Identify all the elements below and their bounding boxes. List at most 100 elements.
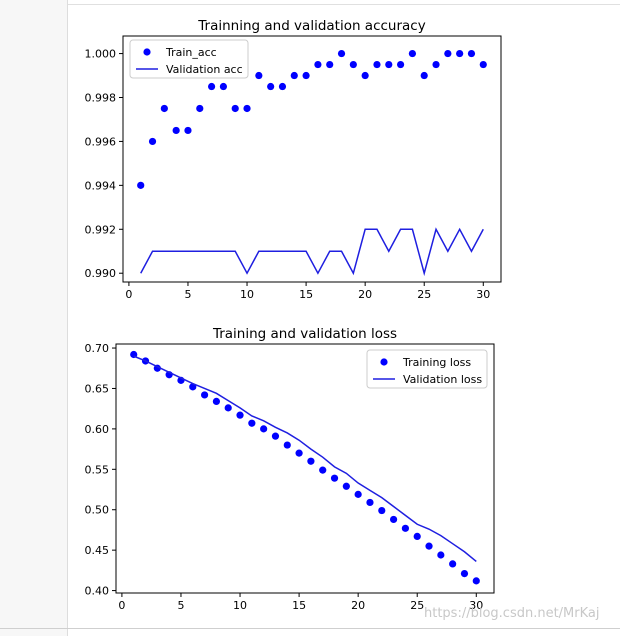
data-point-training-loss xyxy=(260,425,268,433)
data-point-train-acc xyxy=(184,126,192,135)
x-tick-label: 30 xyxy=(476,288,490,301)
data-point-train-acc xyxy=(290,71,298,80)
plot-frame xyxy=(122,35,502,283)
legend-label: Train_acc xyxy=(165,46,217,59)
data-point-training-loss xyxy=(472,577,480,585)
series-line-validation-acc xyxy=(140,227,484,277)
legend-label: Validation loss xyxy=(403,373,482,386)
notebook-top-border xyxy=(0,0,620,5)
data-point-train-acc xyxy=(479,60,487,69)
legend-marker-swatch xyxy=(380,358,388,366)
y-tick-label: 0.45 xyxy=(85,544,110,557)
y-tick-label: 0.40 xyxy=(85,585,110,598)
legend-box xyxy=(366,349,488,389)
data-point-training-loss xyxy=(319,466,327,474)
data-point-train-acc xyxy=(267,82,275,91)
legend-label: Validation acc xyxy=(166,63,243,76)
x-tick-label: 0 xyxy=(125,288,132,301)
data-point-training-loss xyxy=(271,432,280,440)
y-tick-label: 0.998 xyxy=(85,92,117,105)
data-point-train-acc xyxy=(432,60,440,69)
data-point-train-acc xyxy=(467,49,476,58)
accuracy-chart: Trainning and validation accuracy 0 5 10 15 2… xyxy=(85,18,502,301)
data-point-training-loss xyxy=(236,411,244,419)
data-point-training-loss xyxy=(401,524,410,532)
data-point-train-acc xyxy=(207,82,216,91)
data-point-train-acc xyxy=(314,60,322,69)
data-point-train-acc xyxy=(456,49,464,58)
x-tick-label: 0 xyxy=(118,599,125,612)
data-point-training-loss xyxy=(295,449,303,457)
y-tick-label: 0.992 xyxy=(85,223,117,236)
y-tick-label: 0.990 xyxy=(85,267,117,280)
data-point-train-acc xyxy=(337,49,346,58)
data-point-training-loss xyxy=(460,569,469,578)
data-point-train-acc xyxy=(196,104,204,113)
series-line-validation-loss xyxy=(133,355,477,563)
data-point-training-loss xyxy=(425,542,433,550)
data-point-train-acc xyxy=(444,49,452,58)
data-point-training-loss xyxy=(378,506,386,515)
data-point-train-acc xyxy=(373,60,381,69)
data-point-training-loss xyxy=(330,474,339,482)
watermark: https://blog.csdn.net/MrKaj xyxy=(424,606,600,621)
data-point-training-loss xyxy=(283,441,291,449)
data-point-train-acc xyxy=(148,137,157,146)
data-point-train-acc xyxy=(396,60,405,69)
data-point-train-acc xyxy=(255,71,263,80)
y-tick-label: 0.70 xyxy=(85,342,110,355)
x-tick-label: 10 xyxy=(240,288,254,301)
data-point-train-acc xyxy=(408,49,417,58)
y-tick-label: 1.000 xyxy=(85,48,117,61)
data-point-training-loss xyxy=(413,532,421,541)
notebook-bottom-border xyxy=(0,628,620,629)
y-tick-label: 0.994 xyxy=(85,179,117,192)
legend-box xyxy=(129,39,249,79)
data-point-train-acc xyxy=(385,60,393,69)
loss-chart: Training and validation loss 0 5 10 15 20 25 30… xyxy=(85,326,495,612)
data-point-train-acc xyxy=(420,71,428,80)
data-point-train-acc xyxy=(160,104,168,113)
data-point-training-loss xyxy=(224,404,232,412)
data-point-train-acc xyxy=(137,181,145,189)
data-point-train-acc xyxy=(219,82,228,91)
x-tick-label: 20 xyxy=(358,288,372,301)
data-point-training-loss xyxy=(212,397,221,405)
data-point-train-acc xyxy=(349,60,357,69)
data-point-train-acc xyxy=(302,71,310,80)
y-tick-label: 0.65 xyxy=(85,382,110,395)
data-point-training-loss xyxy=(354,490,362,498)
x-tick-label: 5 xyxy=(177,599,184,612)
data-point-training-loss xyxy=(449,560,457,568)
data-point-train-acc xyxy=(278,82,287,91)
x-tick-label: 25 xyxy=(417,288,431,301)
x-tick-label: 20 xyxy=(351,599,365,612)
data-point-train-acc xyxy=(231,104,239,113)
legend-label: Training loss xyxy=(402,356,471,369)
y-tick-label: 0.60 xyxy=(85,423,110,436)
x-tick-label: 15 xyxy=(299,288,313,301)
chart-title: Trainning and validation accuracy xyxy=(197,18,425,34)
x-tick-label: 30 xyxy=(469,599,483,612)
data-point-training-loss xyxy=(200,391,209,399)
chart-title: Training and validation loss xyxy=(212,326,397,342)
data-point-train-acc xyxy=(326,60,334,69)
data-point-train-acc xyxy=(172,126,180,135)
data-point-training-loss xyxy=(389,515,398,524)
x-tick-label: 15 xyxy=(292,599,306,612)
legend-marker-swatch xyxy=(143,48,151,56)
plot-frame xyxy=(115,343,495,594)
data-point-training-loss xyxy=(366,498,374,507)
y-tick-label: 0.50 xyxy=(85,504,110,517)
x-tick-label: 25 xyxy=(410,599,424,612)
data-point-training-loss xyxy=(248,419,256,427)
notebook-cell-gutter xyxy=(0,0,68,636)
x-tick-label: 10 xyxy=(233,599,247,612)
data-point-train-acc xyxy=(243,104,251,113)
data-point-training-loss xyxy=(437,551,445,559)
y-tick-label: 0.996 xyxy=(85,135,117,148)
y-tick-label: 0.55 xyxy=(85,463,110,476)
x-tick-label: 5 xyxy=(184,288,191,301)
data-point-train-acc xyxy=(361,71,369,80)
